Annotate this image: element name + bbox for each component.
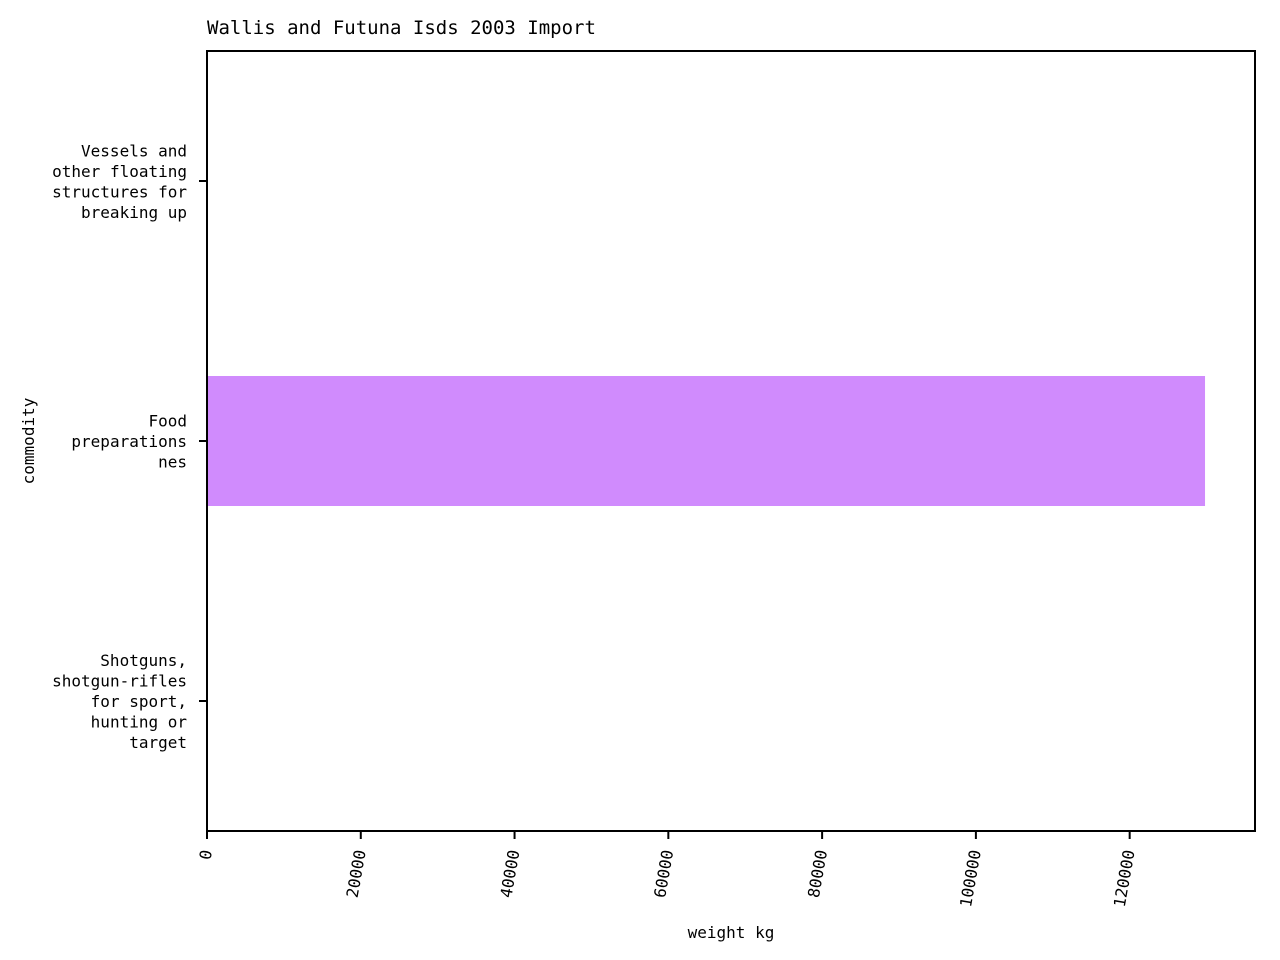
chart-title: Wallis and Futuna Isds 2003 Import — [207, 17, 596, 39]
x-tick-label: 20000 — [343, 848, 370, 899]
y-tick-label: Shotguns, shotgun-rifles for sport, hunting… — [52, 651, 187, 752]
y-axis-label: commodity — [19, 397, 38, 484]
bar — [207, 376, 1206, 506]
x-axis-label: weight kg — [688, 923, 775, 942]
x-tick-label: 40000 — [496, 848, 523, 899]
plot-frame — [206, 50, 1256, 832]
x-tick-label: 100000 — [956, 848, 985, 908]
x-tick-label: 80000 — [804, 848, 831, 899]
y-axis-ticks: Vessels and other floating structures for b… — [52, 141, 207, 752]
x-axis-ticks: 0 20000 40000 60000 80000 100000 120000 — [196, 831, 1139, 909]
y-tick-label: Food preparations nes — [71, 412, 187, 472]
y-tick-label: Vessels and other floating structures for b… — [52, 141, 187, 222]
x-tick-label: 0 — [196, 848, 216, 861]
x-tick-label: 60000 — [650, 848, 677, 899]
bars — [207, 376, 1206, 506]
x-tick-label: 120000 — [1110, 848, 1139, 908]
